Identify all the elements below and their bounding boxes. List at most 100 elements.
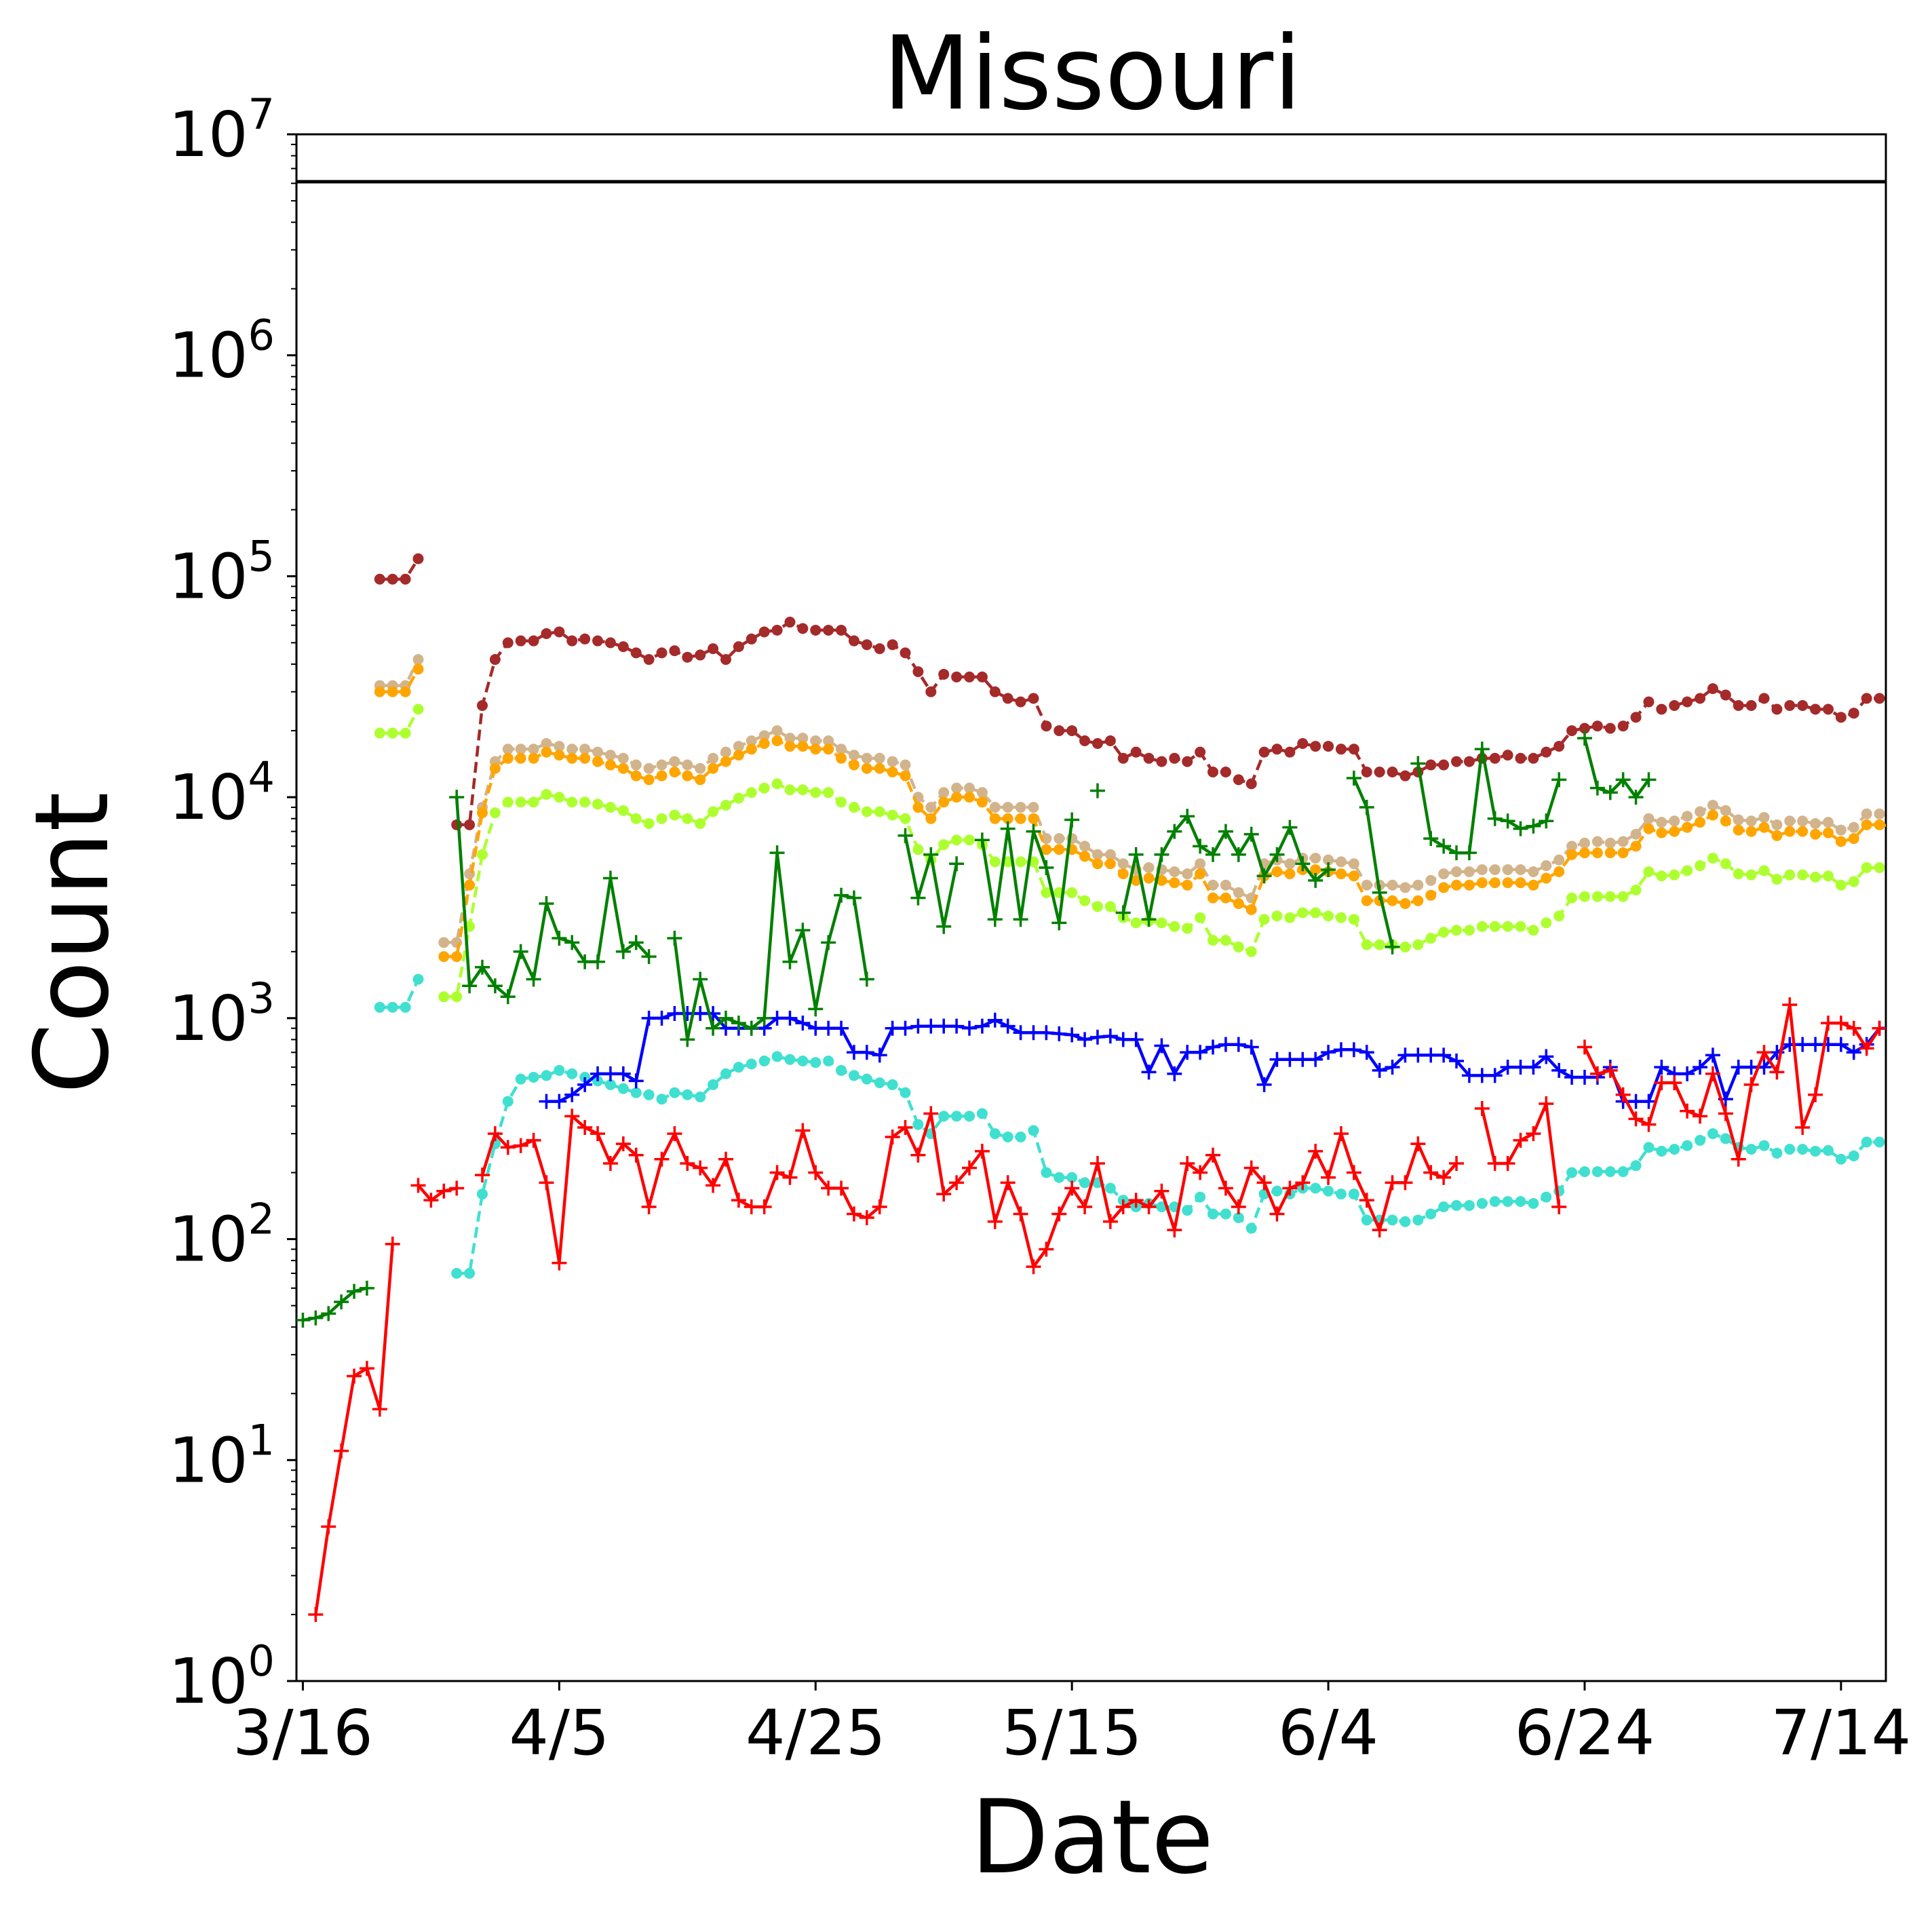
data-point [733,1062,744,1073]
data-point [476,1189,488,1200]
data-point [1643,813,1655,824]
data-point [1169,866,1180,877]
data-point [1271,744,1283,755]
series-line [314,1243,394,1615]
data-point [604,1079,616,1090]
data-point [1451,1199,1463,1211]
data-point [823,624,834,636]
series-line [379,659,420,687]
data-point [1091,737,1103,749]
x-tick-label: 4/25 [746,1697,886,1769]
data-point [1387,879,1398,891]
data-point [1745,1144,1757,1155]
data-point [1335,856,1347,868]
y-tick-label: 107 [168,90,275,171]
data-point [797,741,809,752]
data-point [874,806,885,817]
data-point [1899,693,1910,703]
data-point [630,647,642,659]
x-tick-label: 6/24 [1515,1697,1655,1769]
data-point [451,991,463,1003]
data-point [1515,864,1526,875]
data-point [1399,770,1411,781]
data-point [1810,1145,1821,1157]
data-point [1104,849,1116,860]
series-1 [374,654,1923,948]
plot-area [296,180,1932,1622]
data-point [861,752,872,764]
data-point [1745,869,1757,881]
data-point [1887,821,1897,832]
data-point [412,663,424,675]
data-point [1925,822,1932,833]
data-point [604,802,616,813]
data-point [1604,891,1616,902]
data-point [1923,1016,1932,1030]
data-point [784,1054,796,1065]
data-point [1374,939,1385,950]
data-point [1912,811,1923,822]
series-line [1480,1102,1561,1208]
data-point [1130,746,1142,758]
series-line [303,1286,368,1322]
data-point [1861,819,1872,830]
data-point [1641,772,1657,788]
data-point [1361,939,1372,950]
data-point [1925,865,1932,876]
series-line [1416,748,1561,855]
data-point [1899,821,1910,832]
data-point [1885,1027,1886,1030]
x-tick-label: 7/14 [1771,1697,1912,1769]
data-point [1577,1039,1592,1055]
data-point [1156,874,1167,886]
data-point [1015,696,1026,708]
x-tick-label: 6/4 [1278,1697,1378,1769]
data-point [1271,866,1283,877]
data-point [476,807,488,819]
data-point [1502,921,1513,932]
series-line [546,1011,1886,1103]
series-line [480,1112,1458,1269]
series-line [457,1055,1886,1275]
data-point [1387,895,1398,906]
data-point [1335,868,1347,880]
data-point [1528,879,1539,891]
data-point [387,686,398,697]
series-4 [374,973,1923,1279]
data-point [1887,693,1897,703]
data-point [464,819,476,830]
data-point [1733,814,1744,826]
y-axis-label: Count [14,792,132,1094]
data-point [1899,810,1910,821]
data-point [464,1268,476,1279]
data-point [797,784,809,796]
data-point [1910,1021,1925,1036]
data-point [874,1077,885,1089]
data-point [451,951,463,963]
data-point [1220,935,1231,946]
series-7 [296,731,1657,1328]
series-line [444,739,1886,959]
data-point [771,725,783,737]
series-line [417,1184,457,1202]
data-point [1091,849,1103,860]
series-3 [374,703,1932,1003]
data-point [438,951,450,963]
data-point [1899,1138,1910,1148]
data-point [1810,817,1821,829]
data-point [1822,1144,1834,1156]
data-point [1912,865,1923,876]
data-point [451,1268,463,1279]
data-point [887,767,898,778]
chart-title: Missouri [883,15,1302,133]
series-line [379,978,420,1009]
series-line [904,835,959,928]
data-point [1617,891,1629,902]
y-tick-label: 106 [168,311,275,392]
data-point [1874,819,1885,830]
data-point [604,750,616,761]
data-point [1515,1196,1526,1208]
data-point [1912,1140,1923,1151]
data-point [1297,907,1309,919]
series-line [1352,777,1394,948]
